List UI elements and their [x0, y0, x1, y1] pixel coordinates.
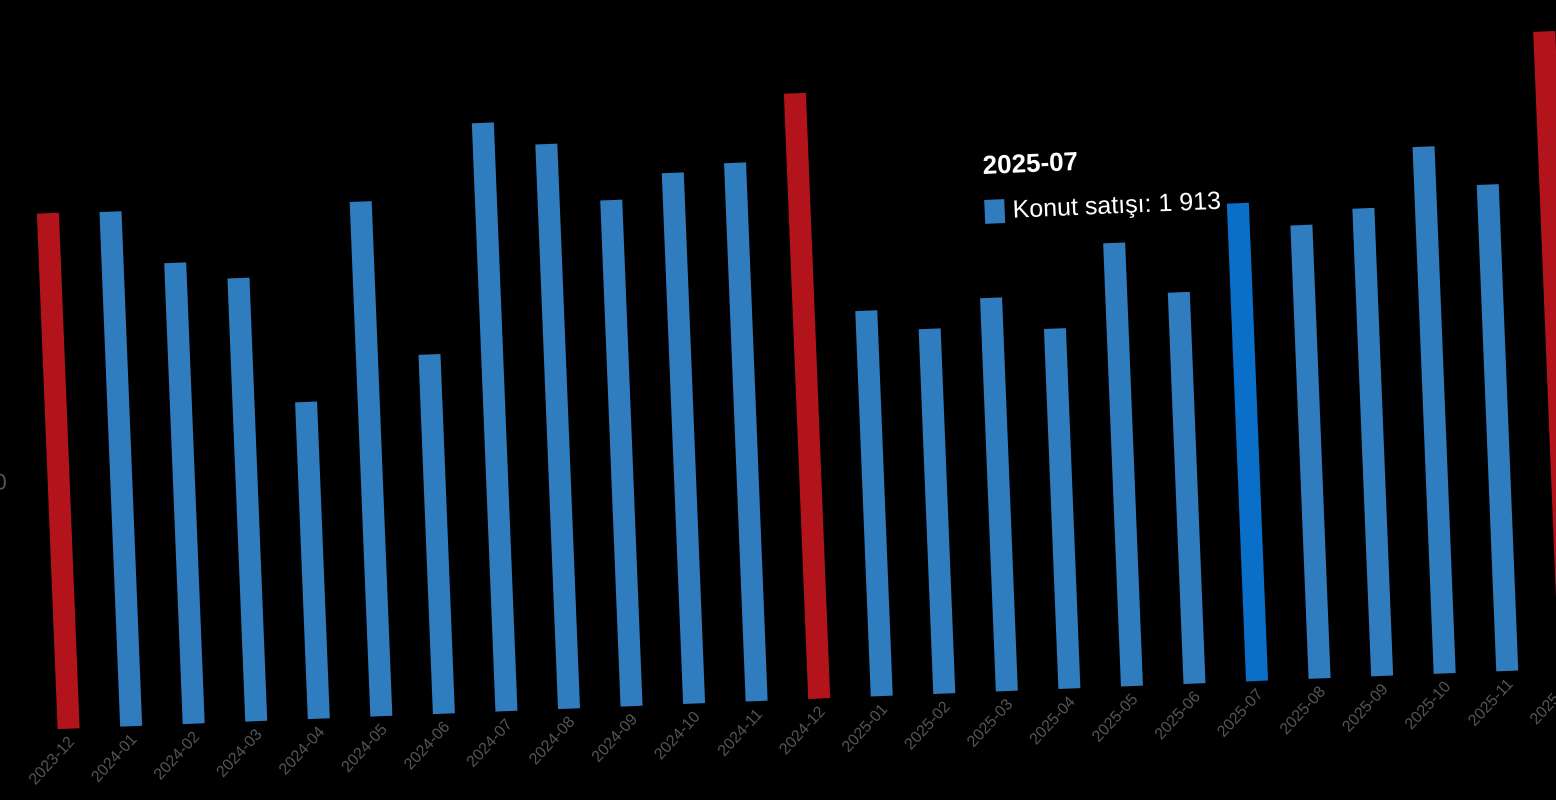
- bar-2024-06[interactable]: [418, 354, 455, 715]
- x-tick-label: 2025-01: [839, 701, 891, 756]
- x-tick-label: 2025-10: [1402, 678, 1454, 733]
- bar-2024-07[interactable]: [471, 122, 518, 712]
- bar-2025-03[interactable]: [980, 297, 1018, 692]
- bar-2025-01[interactable]: [855, 310, 893, 697]
- x-tick-label: 2025-04: [1027, 693, 1079, 748]
- bar-2024-02[interactable]: [164, 262, 205, 725]
- bar-2025-09[interactable]: [1352, 207, 1394, 677]
- bar-2025-06[interactable]: [1167, 291, 1206, 684]
- bar-2025-02[interactable]: [918, 328, 956, 695]
- bar-2025-12[interactable]: [1533, 31, 1556, 669]
- bar-2024-01[interactable]: [99, 211, 143, 727]
- x-tick-label: 2023-12: [26, 734, 78, 789]
- x-tick-label: 2024-09: [589, 711, 641, 766]
- x-tick-label: 2024-10: [651, 708, 703, 763]
- bar-2023-12[interactable]: [36, 212, 80, 730]
- bar-2024-12[interactable]: [783, 92, 831, 700]
- bar-2025-08[interactable]: [1290, 224, 1331, 679]
- x-tick-label: 2024-08: [526, 713, 578, 768]
- x-tick-label: 2024-05: [339, 721, 391, 776]
- x-tick-label: 2025-09: [1339, 681, 1391, 736]
- x-tick-label: 2024-11: [715, 706, 767, 760]
- y-tick-label: 1 000: [0, 469, 7, 496]
- bar-2025-05[interactable]: [1103, 242, 1143, 687]
- x-tick-label: 2024-02: [151, 729, 203, 784]
- x-tick-label: 2024-01: [88, 731, 140, 786]
- x-tick-label: 2024-03: [213, 726, 265, 781]
- bar-2025-04[interactable]: [1043, 328, 1081, 689]
- x-tick-label: 2025-11: [1465, 676, 1517, 730]
- x-tick-label: 2025-06: [1152, 688, 1204, 743]
- x-tick-label: 2025-12: [1527, 673, 1556, 728]
- bar-2024-11[interactable]: [724, 162, 768, 702]
- bar-2024-05[interactable]: [349, 201, 393, 717]
- x-tick-label: 2025-03: [964, 696, 1016, 751]
- x-tick-label: 2024-07: [464, 716, 516, 771]
- bar-2024-04[interactable]: [295, 401, 330, 720]
- bar-2024-08[interactable]: [535, 143, 580, 710]
- tooltip-legend-swatch: [984, 198, 1006, 224]
- bar-2025-10[interactable]: [1412, 146, 1456, 674]
- bar-2024-10[interactable]: [661, 172, 706, 705]
- bar-2024-03[interactable]: [227, 277, 268, 722]
- x-tick-label: 2024-06: [401, 719, 453, 774]
- bar-2024-09[interactable]: [600, 199, 643, 707]
- bar-2025-11[interactable]: [1476, 184, 1519, 672]
- x-tick-label: 2025-07: [1214, 686, 1266, 741]
- x-tick-label: 2025-02: [901, 698, 953, 753]
- x-tick-label: 2024-12: [776, 703, 828, 758]
- x-tick-label: 2025-08: [1277, 683, 1329, 738]
- x-tick-label: 2024-04: [276, 724, 328, 779]
- chart-tooltip: 2025-07 Konut satışı: 1 913: [982, 140, 1222, 226]
- bar-2025-07[interactable]: [1226, 202, 1269, 682]
- x-tick-label: 2025-05: [1089, 691, 1141, 746]
